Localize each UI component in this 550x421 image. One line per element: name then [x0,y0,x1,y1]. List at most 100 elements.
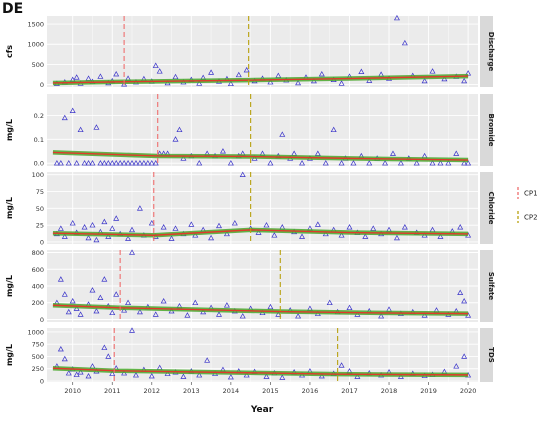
y-tick-label: 800 [32,249,44,257]
data-point [267,303,274,310]
data-point [370,225,377,231]
data-point [113,215,120,221]
data-point [89,287,96,293]
data-point [57,345,64,352]
data-point [117,160,124,166]
data-point [156,68,163,74]
data-point [129,226,136,233]
x-tick-label: 2017 [341,387,358,395]
data-point [378,313,385,319]
facet-strip [480,16,493,87]
data-point [231,220,238,226]
x-tick-label: 2015 [262,387,279,395]
data-point [93,236,100,243]
data-point [295,313,302,319]
x-tick-label: 2019 [420,387,437,395]
data-point [152,160,159,166]
data-point [208,69,215,75]
data-point [227,80,234,87]
data-point [176,126,183,133]
data-point [85,160,92,166]
y-tick-label: 25 [36,222,44,230]
y-tick-label: 0.1 [34,136,44,144]
y-tick-label: 0 [40,316,44,324]
data-point [465,70,472,76]
data-point [295,79,302,86]
data-point [338,160,345,166]
y-axis-label: mg/L [5,197,14,219]
facet-strip-label: Discharge [487,32,495,72]
data-point [382,160,389,166]
data-point [57,160,64,166]
data-point [243,66,250,73]
data-point [152,311,159,317]
data-point [172,225,179,231]
data-point [129,249,136,255]
data-point [121,160,128,166]
data-point [65,160,72,166]
data-point [61,114,68,121]
data-point [393,14,400,21]
data-point [196,160,203,166]
data-point [140,160,147,166]
data-point [401,39,408,46]
data-point [413,160,420,166]
x-axis: 2010 2011 2012 2013 2014 2015 2016 2017 2018 2019… [64,382,476,395]
data-point [89,222,96,228]
facet-strip-label: Chloride [487,192,495,225]
data-point [93,124,100,130]
y-tick-label: 0.0 [34,160,44,168]
y-tick-label: 500 [32,353,44,361]
data-point [338,362,345,368]
data-point [125,235,132,241]
data-point [271,232,278,238]
data-point [461,297,468,304]
data-point [61,233,68,239]
y-axis-label: mg/L [5,344,14,366]
data-point [93,307,100,314]
data-point [97,160,104,166]
panel-discharge: 0 500 1000 1500 cfs Discharge [5,14,495,89]
data-point [105,353,112,359]
data-point [69,297,76,304]
panel-chloride: 0 25 50 75 100 mg/L Chloride [5,171,495,246]
data-point [172,136,179,142]
data-point [73,74,80,80]
data-point [148,220,155,226]
x-tick-label: 2016 [302,387,319,395]
data-point [358,68,365,74]
data-point [401,224,408,230]
data-point [61,291,68,297]
data-point [322,160,329,166]
data-point [263,222,270,228]
data-point [437,233,444,239]
data-point [101,276,108,282]
facet-strip [480,250,493,322]
y-tick-label: 750 [32,341,44,349]
x-tick-label: 2020 [460,387,477,395]
data-point [160,297,167,304]
data-point [57,225,64,231]
data-point [148,160,155,166]
facet-strip-label: TDS [487,347,495,363]
data-point [216,222,222,229]
data-point [101,160,108,166]
data-point [152,62,159,68]
data-point [389,150,396,156]
trend-line [52,367,469,376]
data-point [453,150,460,156]
data-point [81,224,88,230]
data-point [160,224,167,230]
data-point [445,160,452,166]
y-tick-label: 0.2 [34,112,44,120]
data-point [279,131,286,137]
data-point [109,225,116,231]
data-point [216,311,222,317]
data-point [113,70,120,77]
data-point [338,232,345,238]
trend-line [52,151,469,161]
data-point [239,313,246,319]
legend: CP1 CP2 [517,187,538,223]
